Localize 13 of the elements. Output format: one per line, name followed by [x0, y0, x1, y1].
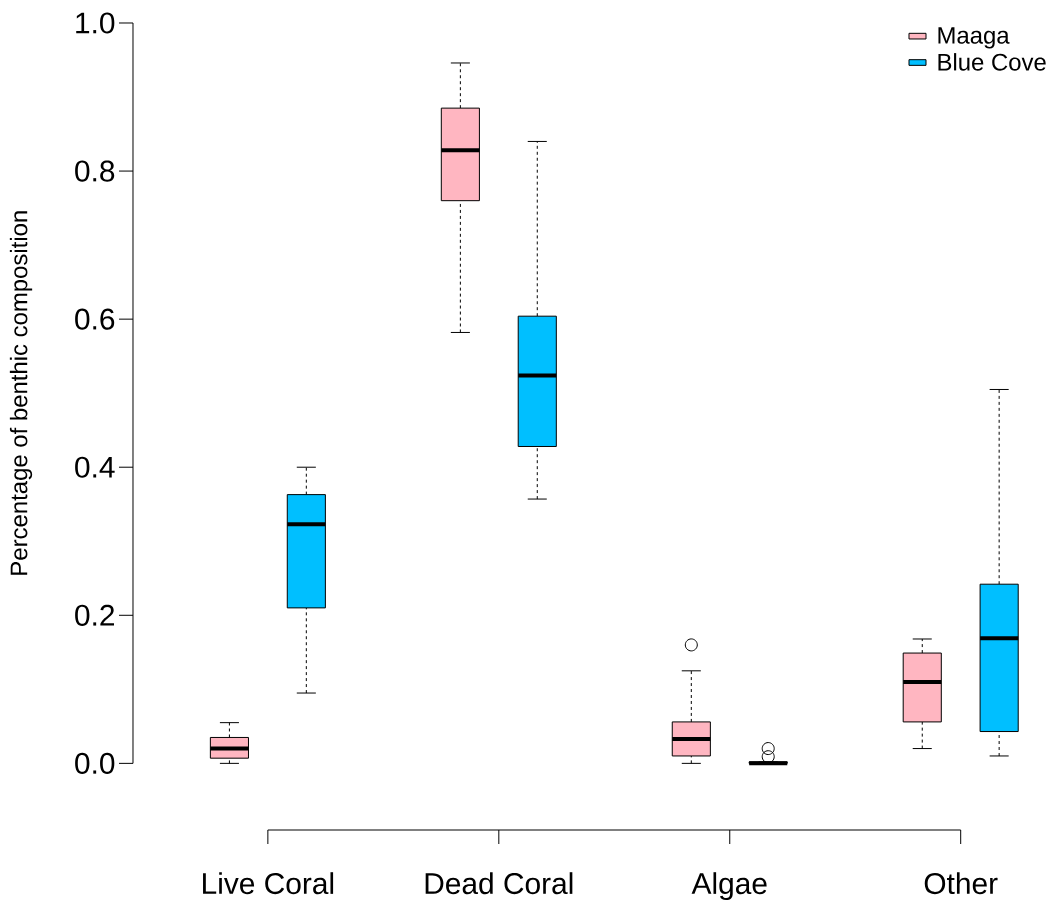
x-tick-label: Other [924, 872, 998, 895]
y-tick-label: 0.0 [75, 752, 115, 774]
y-tick-label: 0.4 [75, 456, 115, 478]
y-tick-label: 0.2 [75, 604, 114, 626]
legend-label: Maaga [938, 27, 1010, 49]
legend-label: Blue Cove [938, 53, 1046, 71]
x-tick-label: Live Coral [203, 872, 334, 895]
x-tick-label: Dead Coral [425, 872, 573, 895]
y-tick-label: 1.0 [76, 12, 115, 34]
y-tick-label: 0.6 [75, 308, 115, 330]
y-axis-title: Percentage of benthic composition [9, 211, 33, 575]
y-tick-label: 0.8 [75, 160, 115, 182]
x-tick-label: Algae [691, 872, 767, 901]
